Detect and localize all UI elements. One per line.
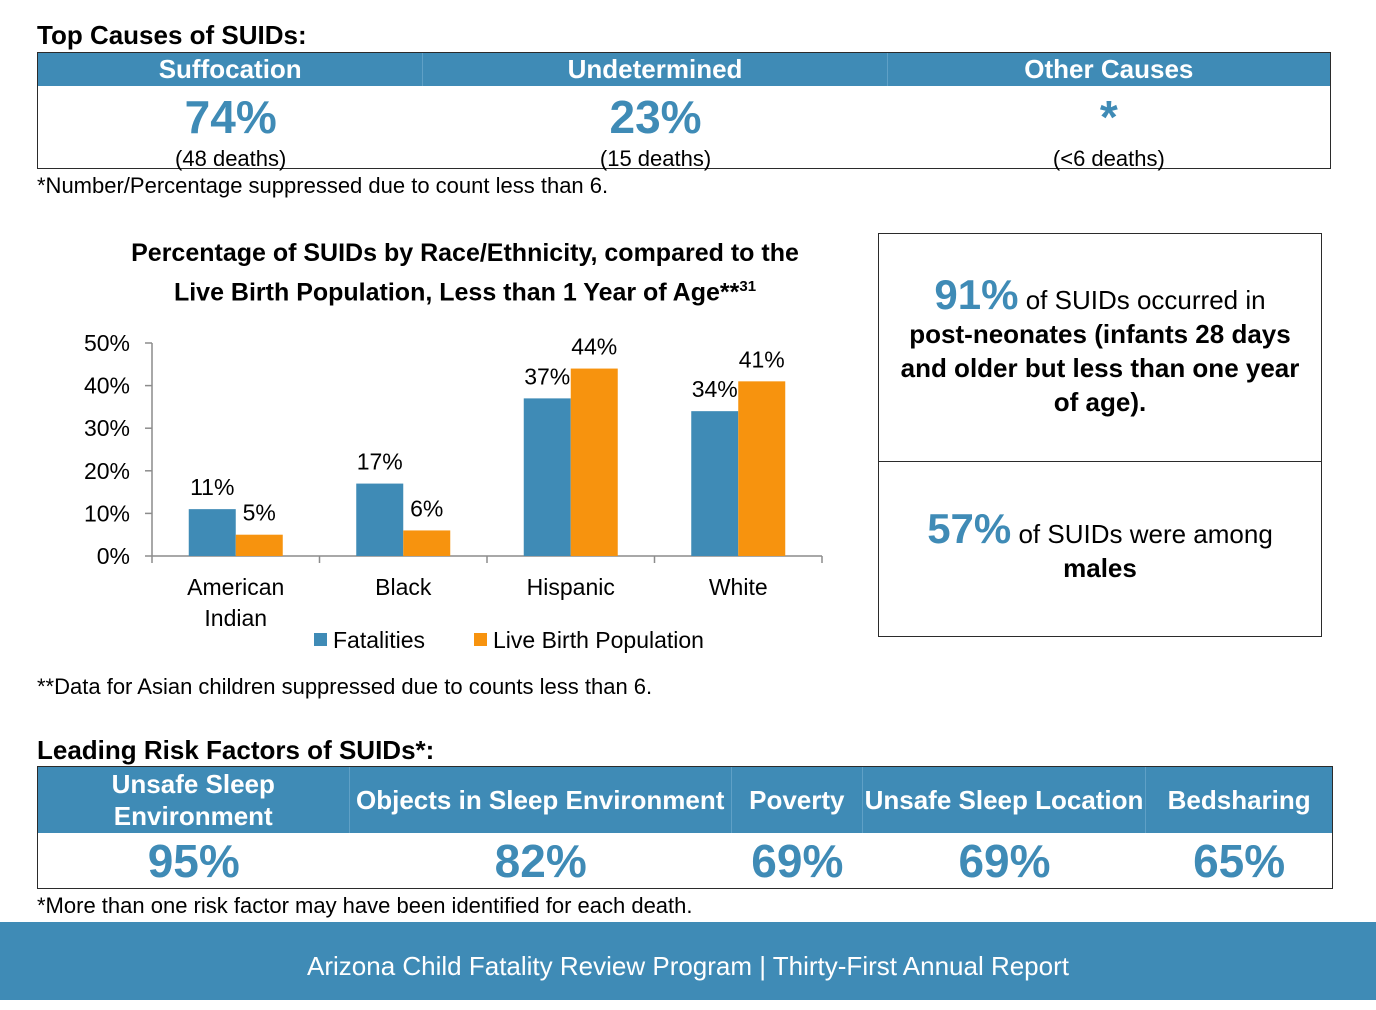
causes-pct-undetermined: 23%	[609, 91, 702, 143]
footer-bar: Arizona Child Fatality Review Program | …	[0, 922, 1376, 1000]
risk-table: Unsafe Sleep Environment Objects in Slee…	[37, 766, 1333, 889]
causes-pct-suffocation: 74%	[184, 91, 277, 143]
causes-cell-suffocation: 74% (48 deaths)	[38, 86, 423, 171]
causes-header-other: Other Causes	[1024, 54, 1194, 84]
legend-label: Fatalities	[333, 627, 425, 653]
data-label: 44%	[571, 334, 617, 360]
data-label: 6%	[410, 495, 443, 521]
stat-postneonates: 91% of SUIDs occurred in post-neonates (…	[889, 274, 1311, 419]
stat-postneonates-pct: 91%	[934, 271, 1019, 318]
y-tick-label: 50%	[84, 330, 130, 356]
chart-title-footnote: 31	[739, 278, 757, 295]
y-tick-label: 20%	[84, 458, 130, 484]
y-tick-label: 40%	[84, 373, 130, 399]
legend-swatch	[474, 633, 487, 646]
x-tick-label: White	[709, 574, 768, 600]
stat-males-bold: males	[1063, 553, 1137, 583]
stats-divider	[879, 461, 1321, 462]
causes-body-row: 74% (48 deaths) 23% (15 deaths) * (<6 de…	[38, 86, 1330, 171]
data-label: 37%	[524, 363, 570, 389]
bar-fatalities	[523, 398, 571, 556]
chart-title: Percentage of SUIDs by Race/Ethnicity, c…	[60, 237, 870, 309]
data-label: 17%	[357, 449, 403, 475]
data-label: 34%	[692, 376, 738, 402]
bar-chart: 0% 10% 20% 30% 40% 50% 11% 5% American Indian 17% 6…	[84, 330, 823, 653]
causes-table: Suffocation Undetermined Other Causes 74…	[37, 52, 1331, 171]
risk-pct-objects: 82%	[494, 835, 587, 887]
risk-header-objects: Objects in Sleep Environment	[350, 767, 732, 833]
y-tick-label: 10%	[84, 500, 130, 526]
risk-pct-unsafe-sleep-env: 95%	[147, 835, 240, 887]
causes-count-other: (<6 deaths)	[1052, 146, 1165, 171]
bar-live-birth	[235, 534, 283, 556]
risk-note: *More than one risk factor may have been…	[37, 893, 693, 918]
y-tick-label: 0%	[97, 543, 130, 569]
causes-cell-undetermined: 23% (15 deaths)	[423, 86, 887, 171]
bar-fatalities	[691, 411, 739, 556]
risk-header-unsafe-sleep-env: Unsafe Sleep Environment	[38, 767, 350, 833]
causes-header-row: Suffocation Undetermined Other Causes	[38, 53, 1330, 86]
bar-live-birth	[403, 530, 451, 556]
causes-pct-other: *	[1099, 91, 1118, 143]
risk-pct-poverty: 69%	[751, 835, 844, 887]
data-label: 11%	[190, 474, 234, 500]
stat-postneonates-bold: post-neonates (infants 28 days and older…	[900, 319, 1300, 417]
bar-live-birth	[570, 368, 618, 556]
risk-body-row: 95% 82% 69% 69% 65%	[38, 833, 1332, 888]
y-tick-label: 30%	[84, 415, 130, 441]
stat-males: 57% of SUIDs were among males	[889, 508, 1311, 585]
risk-pct-bedsharing: 65%	[1193, 835, 1286, 887]
risk-header-row: Unsafe Sleep Environment Objects in Slee…	[38, 767, 1332, 833]
stat-males-text: of SUIDs were among	[1011, 519, 1273, 549]
causes-count-suffocation: (48 deaths)	[175, 146, 287, 171]
bar-fatalities	[356, 483, 404, 556]
risk-header-unsafe-sleep-location: Unsafe Sleep Location	[863, 767, 1147, 833]
causes-cell-other: * (<6 deaths)	[888, 86, 1330, 171]
x-tick-label: Black	[375, 574, 432, 600]
data-label: 41%	[739, 346, 785, 372]
legend-swatch	[314, 633, 327, 646]
causes-title: Top Causes of SUIDs:	[37, 20, 307, 50]
causes-header-suffocation: Suffocation	[38, 53, 424, 86]
bar-fatalities	[188, 509, 236, 556]
x-tick-label: Indian	[204, 605, 267, 631]
causes-header-undetermined: Undetermined	[423, 53, 888, 86]
risk-header-poverty: Poverty	[732, 767, 863, 833]
data-label: 5%	[243, 500, 276, 526]
bar-live-birth	[738, 381, 786, 556]
risk-title: Leading Risk Factors of SUIDs*:	[37, 735, 435, 765]
risk-pct-unsafe-sleep-location: 69%	[958, 835, 1051, 887]
stat-males-pct: 57%	[927, 505, 1012, 552]
causes-count-undetermined: (15 deaths)	[599, 146, 712, 171]
legend-label: Live Birth Population	[493, 627, 704, 653]
x-tick-label: Hispanic	[527, 574, 615, 600]
risk-header-bedsharing: Bedsharing	[1167, 785, 1311, 815]
chart-title-line1: Percentage of SUIDs by Race/Ethnicity, c…	[131, 239, 799, 267]
chart-title-line2: Live Birth Population, Less than 1 Year …	[173, 278, 740, 307]
stat-postneonates-text: of SUIDs occurred in	[1018, 285, 1266, 315]
stats-box: 91% of SUIDs occurred in post-neonates (…	[878, 233, 1322, 637]
chart-note: **Data for Asian children suppressed due…	[37, 674, 653, 699]
x-tick-label: American	[187, 574, 284, 600]
causes-note: *Number/Percentage suppressed due to cou…	[37, 173, 609, 198]
